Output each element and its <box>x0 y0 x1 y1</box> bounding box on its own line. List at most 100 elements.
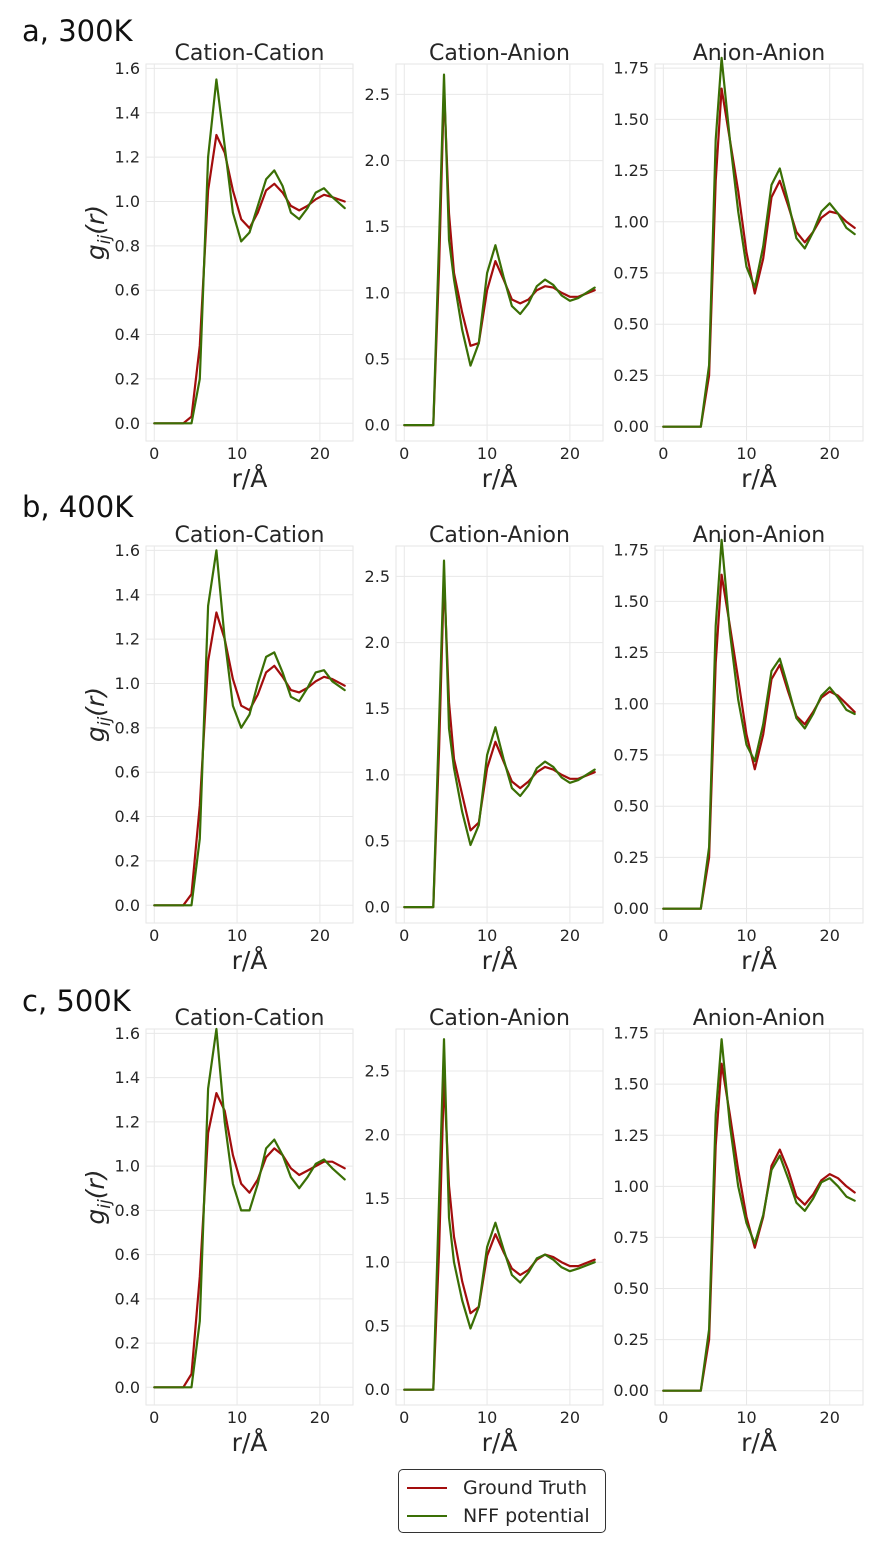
y-tick-label: 0.00 <box>613 1381 649 1400</box>
y-tick-label: 0.75 <box>613 263 649 282</box>
panel-title: Anion-Anion <box>693 523 825 548</box>
y-tick-label: 0.0 <box>365 1380 390 1399</box>
y-tick-label: 0.0 <box>115 896 140 915</box>
nff-potential-line <box>153 78 346 425</box>
y-tick-label: 1.50 <box>613 592 649 611</box>
y-tick-label: 1.6 <box>115 59 140 78</box>
y-tick-label: 1.00 <box>613 694 649 713</box>
x-tick-label: 10 <box>736 444 756 463</box>
y-tick-label: 1.50 <box>613 110 649 129</box>
plot-area <box>654 545 864 924</box>
panel-1: 0 10 20 0.0 0.2 0.4 0.6 0.8 1.0 1.2 1.4 1.6 Cation-C… <box>81 41 354 493</box>
plot-area <box>145 63 354 442</box>
y-tick-label: 0.8 <box>115 236 140 255</box>
y-tick-label: 1.5 <box>365 217 390 236</box>
y-tick-label: 0.8 <box>115 718 140 737</box>
y-tick-label: 0.5 <box>365 1316 390 1335</box>
y-tick-label: 2.0 <box>365 151 390 170</box>
y-tick-label: 1.25 <box>613 643 649 662</box>
nff-potential-line <box>153 549 346 907</box>
y-axis-label: gij(r) <box>81 687 115 742</box>
x-tick-label: 20 <box>560 1408 580 1427</box>
y-tick-label: 0.50 <box>613 797 649 816</box>
y-tick-label: 0.75 <box>613 1228 649 1247</box>
y-axis-label: gij(r) <box>81 1169 115 1224</box>
y-tick-label: 1.00 <box>613 1177 649 1196</box>
y-tick-label: 0.6 <box>115 281 140 300</box>
x-tick-label: 10 <box>477 926 497 945</box>
x-axis-label: r/Å <box>741 464 777 493</box>
row-label-b: b, 400K <box>22 490 134 524</box>
plot-area <box>145 1028 354 1406</box>
row-label-c: c, 500K <box>22 984 131 1018</box>
legend-label-ground-truth: Ground Truth <box>463 1477 588 1499</box>
x-tick-label: 10 <box>477 444 497 463</box>
panel-5: 0 10 20 0.0 0.5 1.0 1.5 2.0 2.5 Cation-Anion r/Å <box>365 523 604 975</box>
x-tick-label: 0 <box>399 926 409 945</box>
x-tick-label: 10 <box>736 1408 756 1427</box>
panel-7: 0 10 20 0.0 0.2 0.4 0.6 0.8 1.0 1.2 1.4 1.6 Cation-C… <box>81 1006 354 1457</box>
x-tick-label: 0 <box>658 1408 668 1427</box>
y-tick-label: 2.5 <box>365 567 390 586</box>
y-tick-label: 0.50 <box>613 1279 649 1298</box>
panel-title: Cation-Anion <box>429 41 570 66</box>
x-tick-label: 0 <box>149 926 159 945</box>
nff-potential-line <box>662 538 856 910</box>
y-tick-label: 2.5 <box>365 1062 390 1081</box>
x-axis-label: r/Å <box>232 464 268 493</box>
row-label-a: a, 300K <box>22 14 133 48</box>
y-tick-label: 0.25 <box>613 366 649 385</box>
y-tick-label: 0.5 <box>365 349 390 368</box>
x-axis-label: r/Å <box>741 1428 777 1457</box>
y-tick-label: 1.50 <box>613 1075 649 1094</box>
y-tick-label: 0.00 <box>613 417 649 436</box>
legend-swatch-ground-truth <box>407 1487 447 1489</box>
x-axis-label: r/Å <box>232 1428 268 1457</box>
legend-swatch-nff <box>407 1515 447 1517</box>
x-tick-label: 10 <box>736 926 756 945</box>
panel-title: Cation-Cation <box>175 523 325 548</box>
x-tick-label: 20 <box>820 1408 840 1427</box>
plot-area <box>654 1028 864 1406</box>
x-tick-label: 20 <box>560 444 580 463</box>
y-tick-label: 1.2 <box>115 630 140 649</box>
y-tick-label: 1.0 <box>115 1157 140 1176</box>
y-tick-label: 0.25 <box>613 848 649 867</box>
y-tick-label: 0.25 <box>613 1330 649 1349</box>
y-tick-label: 1.5 <box>365 699 390 718</box>
panel-9: 0 10 20 0.00 0.25 0.50 0.75 1.00 1.25 1.50 1.75 Ani… <box>613 1006 864 1457</box>
y-tick-label: 1.25 <box>613 1126 649 1145</box>
y-tick-label: 1.0 <box>365 1253 390 1272</box>
y-tick-label: 0.2 <box>115 851 140 870</box>
panel-6: 0 10 20 0.00 0.25 0.50 0.75 1.00 1.25 1.50 1.75 Ani… <box>613 523 864 975</box>
y-tick-label: 1.5 <box>365 1189 390 1208</box>
plot-area <box>145 545 354 924</box>
nff-potential-line <box>153 1027 346 1389</box>
legend: Ground Truth NFF potential <box>398 1469 606 1533</box>
x-tick-label: 0 <box>658 926 668 945</box>
y-tick-label: 1.75 <box>613 59 649 78</box>
legend-label-nff: NFF potential <box>463 1505 590 1527</box>
legend-item-ground-truth: Ground Truth <box>407 1477 587 1499</box>
y-tick-label: 0.6 <box>115 763 140 782</box>
y-tick-label: 1.2 <box>115 148 140 167</box>
x-tick-label: 20 <box>820 926 840 945</box>
x-axis-label: r/Å <box>482 946 518 975</box>
panel-4: 0 10 20 0.0 0.2 0.4 0.6 0.8 1.0 1.2 1.4 1.6 Cation-C… <box>81 523 354 975</box>
plot-area <box>395 63 604 442</box>
y-tick-label: 1.2 <box>115 1112 140 1131</box>
y-tick-label: 1.4 <box>115 1068 140 1087</box>
ground-truth-line <box>662 573 856 910</box>
nff-potential-line <box>403 1038 596 1391</box>
x-axis-label: r/Å <box>482 464 518 493</box>
y-tick-label: 0.75 <box>613 745 649 764</box>
y-tick-label: 0.0 <box>115 1378 140 1397</box>
x-tick-label: 20 <box>310 444 330 463</box>
panel-title: Cation-Anion <box>429 1006 570 1031</box>
y-tick-label: 2.5 <box>365 85 390 104</box>
plot-area <box>395 1028 604 1406</box>
x-tick-label: 0 <box>399 1408 409 1427</box>
y-tick-label: 1.6 <box>115 1024 140 1043</box>
ground-truth-line <box>662 87 856 428</box>
y-tick-label: 2.0 <box>365 1125 390 1144</box>
